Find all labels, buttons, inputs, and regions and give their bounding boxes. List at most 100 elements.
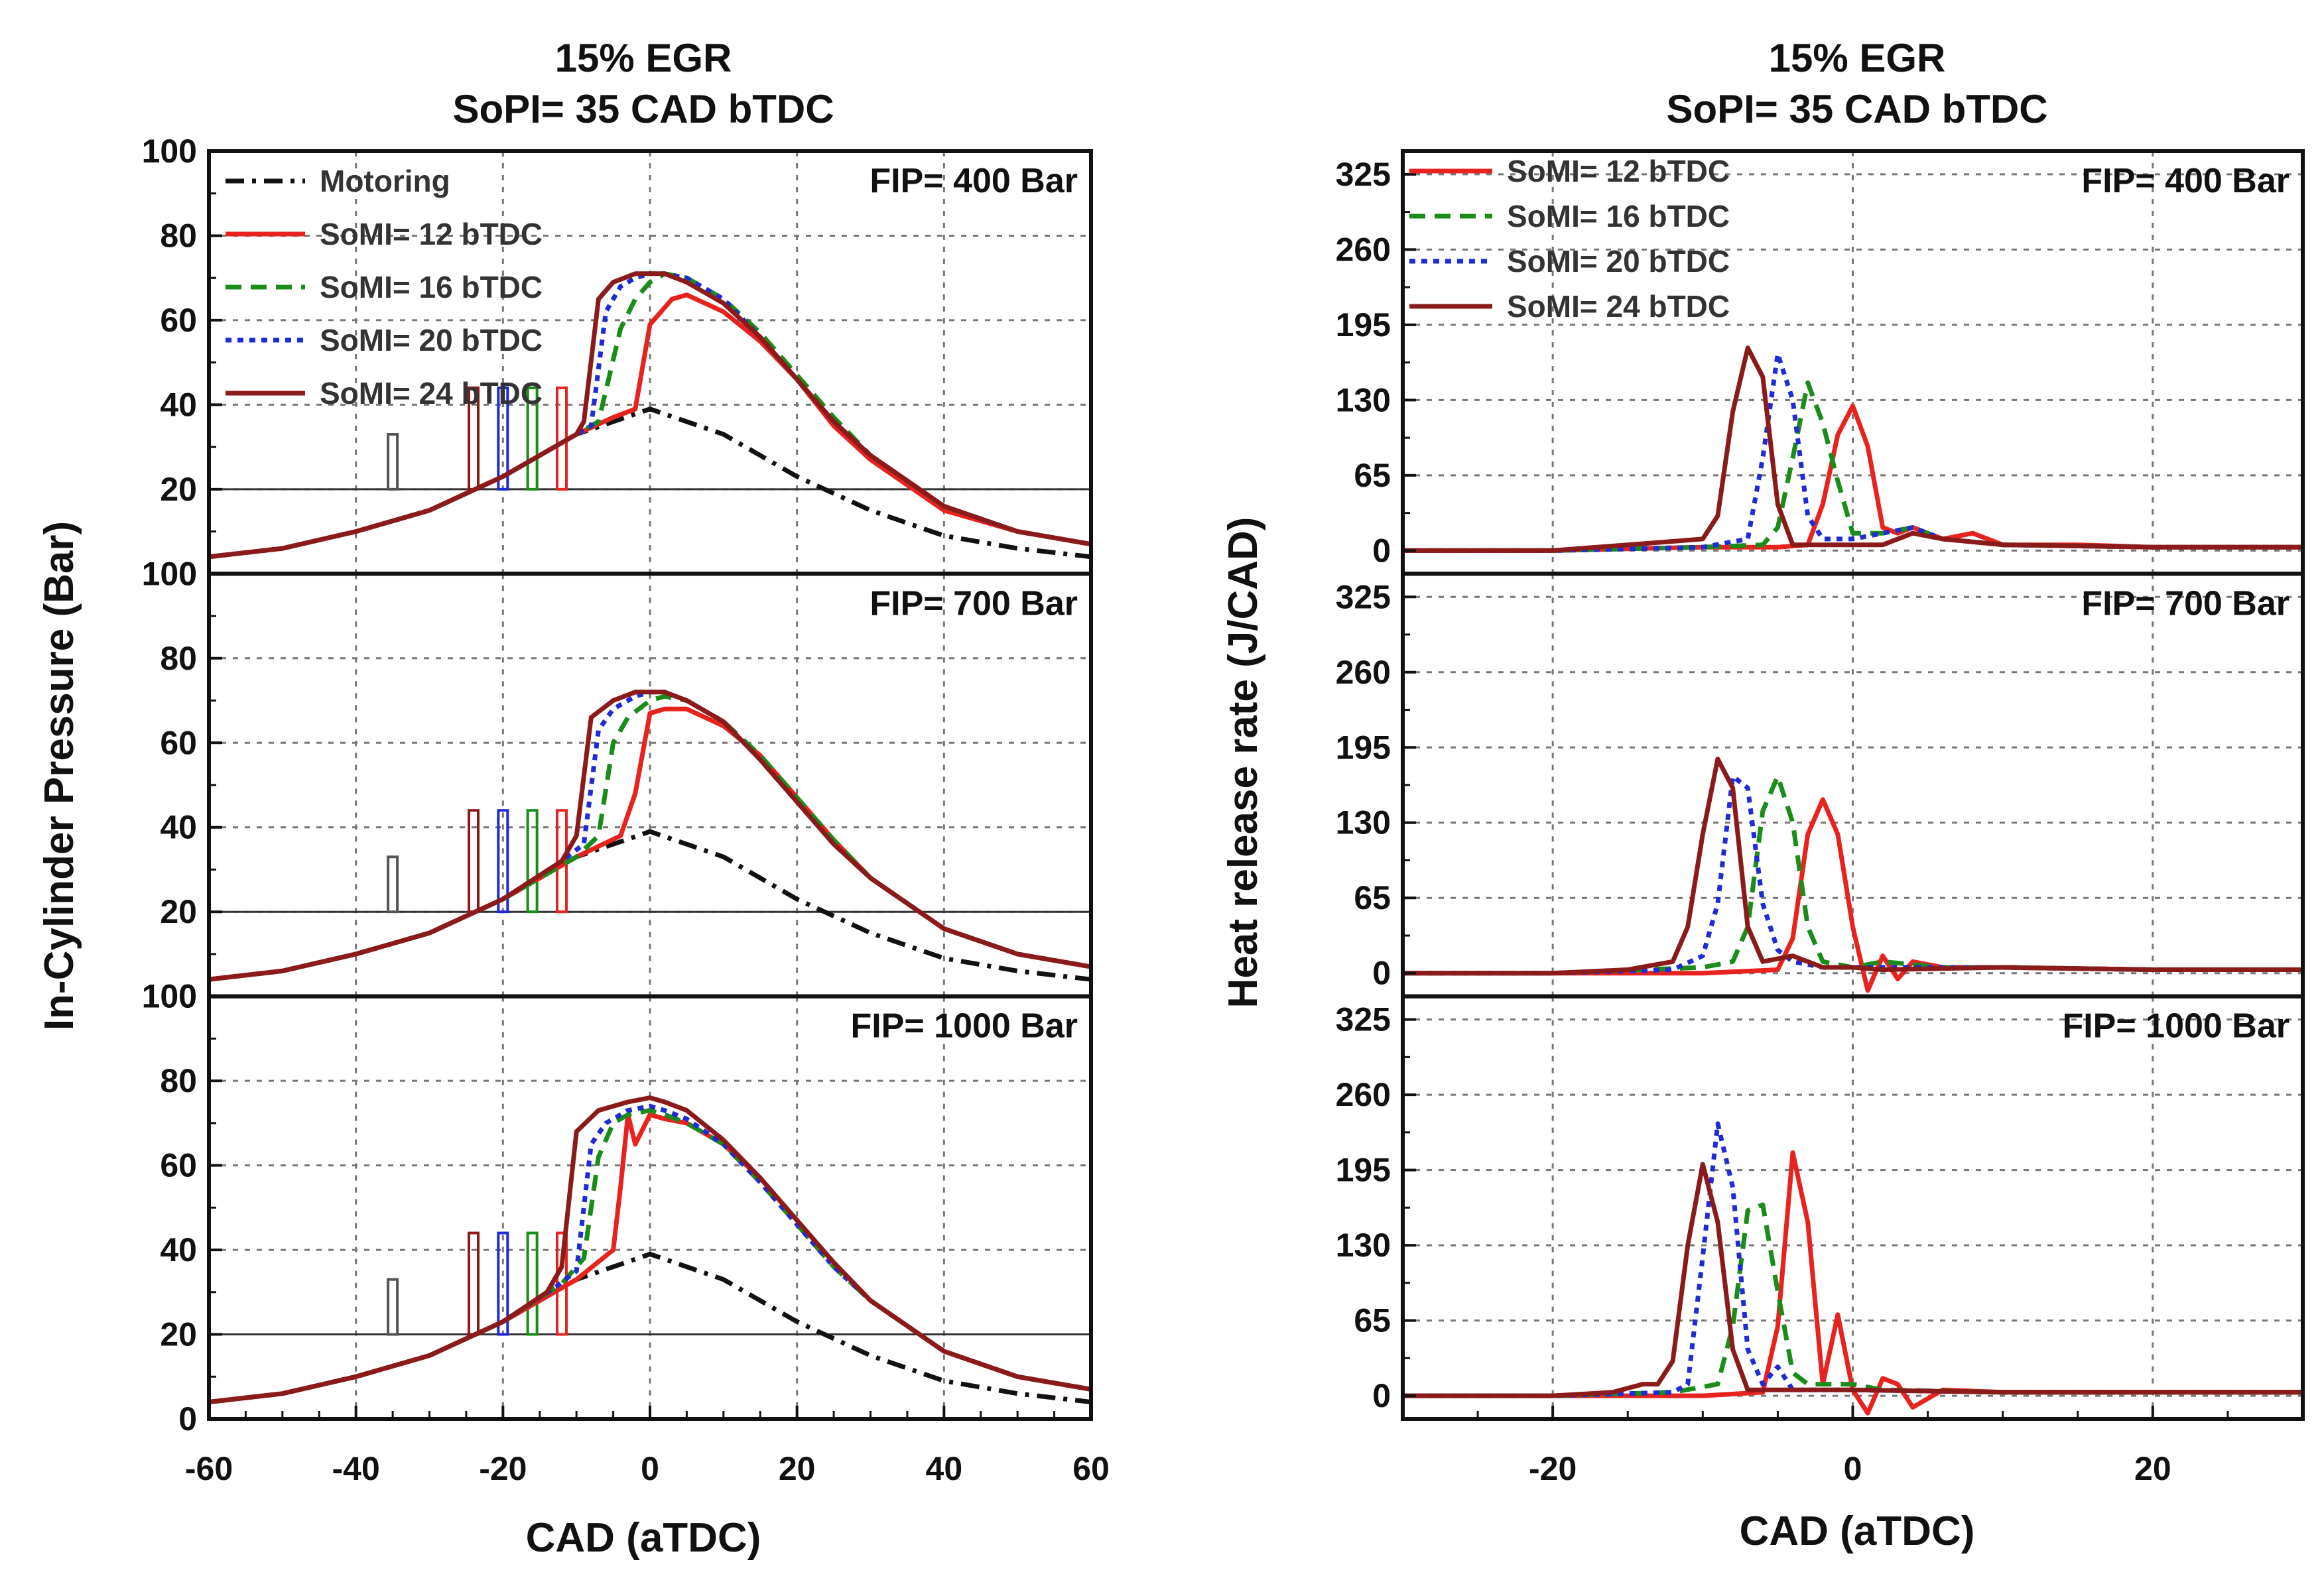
pressure-chart-panel-3: 0 20 40 60 80 100 FIP= 1000 Bar -60 -40 -20 0 20 40 6… [142, 978, 1110, 1487]
heat-release-chart-title-line-2: SoPI= 35 CAD bTDC [1666, 87, 2047, 131]
pressure-chart-panel-2-line-motoring [209, 829, 1091, 982]
pressure-chart-panel-3-ytick-label: 40 [160, 1231, 197, 1268]
pressure-chart-panel-3-injection-marker-somi-16-btdc [526, 1231, 539, 1336]
pressure-chart-xtick-label: -20 [479, 1450, 527, 1487]
pressure-chart-panel-1-ytick-label: 20 [160, 471, 197, 508]
heat-release-chart: 15% EGR SoPI= 35 CAD bTDC CAD (aTDC) Hea… [1220, 36, 2305, 1554]
pressure-chart-panel-2-injection-marker-pilot [387, 855, 399, 914]
pressure-chart-panel-1-series-group [209, 271, 1091, 560]
pressure-chart-panel-2-ytick-label: 0 [178, 978, 197, 1015]
heat-release-chart-panel-1-ytick-label: 195 [1336, 306, 1391, 343]
pressure-chart-panel-1-label: FIP= 400 Bar [870, 162, 1078, 200]
pressure-chart-panel-1-ytick-label: 0 [178, 555, 197, 592]
heat-release-chart-panel-1-label: FIP= 400 Bar [2081, 162, 2290, 200]
pressure-chart-panel-1-injection-marker-somi-16-btdc [526, 386, 539, 491]
heat-release-chart-panel-2-ytick-label: 0 [1372, 955, 1391, 992]
heat-release-chart-panel-1-ytick-label: 130 [1336, 381, 1391, 418]
pressure-chart-panel-3-label: FIP= 1000 Bar [850, 1007, 1078, 1046]
heat-release-chart-panel-1: 0 65 130 195 260 325 FIP= 400 Bar SoMI= 12 bTDC… [1336, 149, 2305, 576]
heat-release-chart-title-line-1: 15% EGR [1769, 36, 1946, 80]
pressure-chart-x-axis-label: CAD (aTDC) [526, 1515, 761, 1561]
pressure-chart-panel-3-line-somi-24-btdc [209, 1095, 1091, 1404]
pressure-chart-panel-2: 0 20 40 60 80 100 FIP= 700 Bar [142, 555, 1093, 1015]
pressure-chart-legend: Motoring SoMI= 12 bTDC SoMI= 16 bTDC SoMI= … [226, 164, 543, 410]
pressure-chart-legend-label-somi-20-btdc: SoMI= 20 bTDC [320, 323, 543, 357]
pressure-chart-panels: 0 20 40 60 80 100 FIP= 400 Bar Motoring SoMI= 12… [142, 133, 1110, 1487]
pressure-chart-panel-1-injection-marker-somi-20-btdc [497, 386, 509, 491]
pressure-chart-panel-3-ytick-label: 100 [142, 978, 197, 1015]
pressure-chart-panel-1-line-motoring [209, 406, 1091, 560]
heat-release-chart-xtick-label: 20 [2134, 1450, 2171, 1487]
pressure-chart-panel-3-injection-marker-somi-20-btdc [497, 1231, 509, 1336]
heat-release-chart-panel-3-ytick-label: 0 [1372, 1377, 1391, 1414]
heat-release-chart-panel-3-ytick-label: 325 [1336, 1001, 1391, 1038]
pressure-chart-xtick-label: 40 [926, 1450, 963, 1487]
heat-release-chart-legend-label-somi-16-btdc: SoMI= 16 bTDC [1507, 199, 1730, 233]
pressure-chart-panel-1-ytick-label: 60 [160, 302, 197, 339]
heat-release-chart-panel-3-ytick-label: 260 [1336, 1076, 1391, 1113]
heat-release-chart-panel-2-ytick-label: 260 [1336, 654, 1391, 691]
heat-release-chart-panel-2-ytick-label: 65 [1354, 879, 1391, 916]
pressure-chart-legend-label-somi-16-btdc: SoMI= 16 bTDC [320, 270, 543, 304]
heat-release-chart-legend-label-somi-12-btdc: SoMI= 12 bTDC [1507, 154, 1730, 188]
pressure-chart-panel-3-line-motoring [209, 1251, 1091, 1404]
heat-release-chart-panel-2-ytick-label: 325 [1336, 578, 1391, 615]
pressure-chart-panel-3-ytick-label: 80 [160, 1062, 197, 1099]
heat-release-chart-panel-2-ytick-label: 130 [1336, 804, 1391, 841]
heat-release-chart-panel-2-series-group [1403, 757, 2303, 993]
pressure-chart-panel-2-ytick-label: 80 [160, 640, 197, 677]
pressure-chart-panel-3-ytick-label: 20 [160, 1316, 197, 1353]
heat-release-chart-panel-1-series-group [1403, 345, 2303, 553]
pressure-chart-panel-2-ytick-label: 40 [160, 809, 197, 846]
pressure-chart-title-line-2: SoPI= 35 CAD bTDC [452, 87, 834, 131]
pressure-chart-panel-1-ytick-label: 40 [160, 386, 197, 423]
heat-release-chart-panel-2-label: FIP= 700 Bar [2081, 584, 2290, 623]
heat-release-chart-panel-3-ytick-label: 65 [1354, 1302, 1391, 1339]
heat-release-chart-panel-3-ytick-label: 195 [1336, 1152, 1391, 1189]
heat-release-chart-panel-3-line-somi-20-btdc [1403, 1121, 2303, 1398]
heat-release-chart-xtick-label: -20 [1529, 1450, 1577, 1487]
pressure-chart-panel-1-line-somi-24-btdc [209, 271, 1091, 560]
pressure-chart-panel-2-ytick-label: 20 [160, 893, 197, 930]
pressure-chart-panel-2-injection-marker-somi-16-btdc [526, 809, 539, 914]
pressure-chart-panel-2-injection-marker-somi-20-btdc [497, 809, 509, 914]
pressure-chart-title-line-1: 15% EGR [555, 36, 732, 80]
pressure-chart-xtick-label: 20 [779, 1450, 816, 1487]
pressure-chart-panel-1-ytick-label: 80 [160, 217, 197, 254]
pressure-chart-xtick-label: -60 [185, 1450, 233, 1487]
pressure-chart-legend-label-somi-12-btdc: SoMI= 12 bTDC [320, 217, 543, 251]
pressure-chart-legend-label-somi-24-btdc: SoMI= 24 bTDC [320, 376, 543, 410]
pressure-chart-panel-2-series-group [209, 690, 1091, 982]
heat-release-chart-panel-1-line-somi-20-btdc [1403, 351, 2303, 553]
pressure-chart-panel-3-series-group [209, 1095, 1091, 1404]
pressure-chart-panel-1-injection-marker-pilot [387, 433, 399, 491]
heat-release-chart-xtick-label: 0 [1844, 1450, 1862, 1487]
pressure-chart-panel-2-ytick-label: 60 [160, 724, 197, 761]
pressure-chart-panel-3-injection-marker-pilot [387, 1278, 399, 1336]
heat-release-chart-panel-1-line-somi-24-btdc [1403, 345, 2303, 553]
heat-release-chart-panel-3: 0 65 130 195 260 325 FIP= 1000 Bar -20 0 20 [1336, 994, 2305, 1487]
pressure-chart-legend-label-motoring: Motoring [320, 164, 450, 198]
pressure-chart-panel-3-ytick-label: 60 [160, 1147, 197, 1184]
heat-release-chart-panel-3-ytick-label: 130 [1336, 1227, 1391, 1264]
heat-release-chart-panel-3-line-somi-24-btdc [1403, 1162, 2303, 1398]
pressure-chart-panel-3-ytick-label: 0 [178, 1400, 197, 1437]
heat-release-chart-panel-3-label: FIP= 1000 Bar [2062, 1007, 2290, 1046]
heat-release-chart-panel-3-series-group [1403, 1121, 2303, 1416]
heat-release-chart-legend-label-somi-24-btdc: SoMI= 24 bTDC [1507, 289, 1730, 324]
heat-release-chart-legend-label-somi-20-btdc: SoMI= 20 bTDC [1507, 244, 1730, 278]
pressure-chart-panel-2-ytick-label: 100 [142, 555, 197, 592]
heat-release-chart-panel-2-line-somi-24-btdc [1403, 757, 2303, 976]
pressure-chart-panel-2-line-somi-24-btdc [209, 690, 1091, 982]
heat-release-chart-x-axis-label: CAD (aTDC) [1740, 1508, 1975, 1554]
heat-release-chart-panel-2-ytick-label: 195 [1336, 729, 1391, 766]
heat-release-chart-panels: 0 65 130 195 260 325 FIP= 400 Bar SoMI= 12 bTDC… [1336, 149, 2305, 1487]
pressure-chart-xtick-label: 60 [1072, 1450, 1110, 1487]
heat-release-chart-y-axis-label: Heat release rate (J/CAD) [1220, 517, 1266, 1008]
heat-release-chart-panel-1-ytick-label: 325 [1336, 156, 1391, 193]
pressure-chart-xtick-label: 0 [641, 1450, 659, 1487]
pressure-chart-xtick-label: -40 [332, 1450, 380, 1487]
pressure-chart-panel-1-ytick-label: 100 [142, 133, 197, 170]
heat-release-chart-panel-1-ytick-label: 0 [1372, 532, 1391, 569]
